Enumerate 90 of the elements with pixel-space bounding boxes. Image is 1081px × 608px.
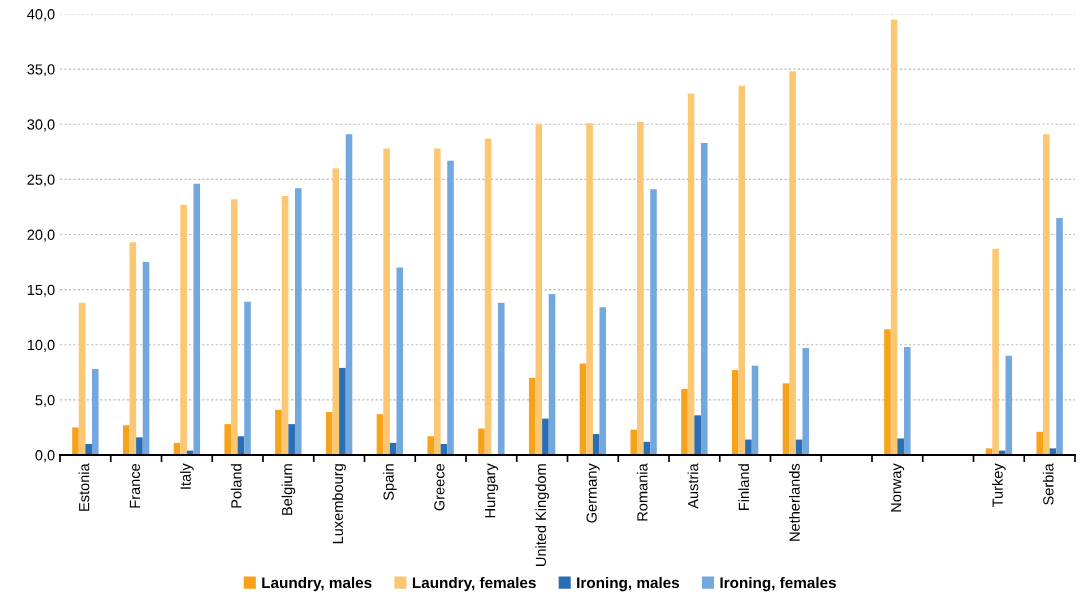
bar — [129, 242, 137, 455]
y-tick-label: 5,0 — [35, 394, 55, 408]
y-tick-label: 35,0 — [27, 64, 55, 77]
x-tick-label: Greece — [434, 463, 445, 511]
bar — [91, 369, 99, 455]
x-tick-label: France — [129, 463, 141, 508]
bar — [751, 365, 759, 455]
legend-label: Ironing, females — [720, 576, 836, 592]
x-tick-label: Germany — [586, 463, 600, 523]
bar — [345, 134, 353, 455]
bar — [275, 409, 282, 455]
bar — [700, 142, 708, 455]
bar — [85, 443, 92, 455]
bar — [884, 329, 891, 455]
bar — [802, 348, 810, 455]
bar — [1005, 355, 1013, 455]
bar — [383, 148, 390, 455]
bar — [694, 415, 701, 455]
bar — [782, 383, 790, 455]
bar — [1043, 134, 1050, 455]
bar — [484, 138, 492, 455]
bar — [78, 302, 86, 455]
bar — [903, 346, 911, 455]
bar — [548, 294, 556, 455]
x-tick-label: Netherlands — [789, 463, 800, 541]
bar — [122, 425, 130, 455]
bar — [193, 183, 201, 455]
y-tick-label: 20,0 — [27, 229, 55, 242]
bar — [579, 363, 587, 455]
legend-label: Ironing, males — [577, 576, 680, 592]
bar — [890, 19, 898, 455]
x-tick-label: Finland — [738, 464, 750, 510]
bar — [142, 262, 150, 455]
bar — [897, 438, 904, 455]
bar — [244, 301, 251, 455]
y-tick-label: 40,0 — [27, 9, 55, 22]
bar — [427, 436, 435, 455]
legend-label: Laundry, females — [412, 576, 536, 592]
y-tick-label: 25,0 — [27, 174, 55, 187]
x-tick-label: Belgium — [281, 464, 296, 515]
bar — [339, 367, 346, 455]
bar — [136, 437, 143, 455]
bar — [294, 188, 302, 455]
x-tick-label: Poland — [230, 464, 242, 508]
bar — [650, 189, 657, 455]
bar — [180, 204, 187, 455]
bar — [231, 199, 238, 455]
bar — [478, 428, 485, 455]
bar — [288, 424, 295, 455]
bar — [542, 418, 549, 455]
x-tick-label: Romania — [636, 463, 648, 521]
x-tick-label: Austria — [687, 463, 699, 509]
bar — [396, 267, 404, 455]
bar — [789, 71, 796, 455]
bar — [497, 302, 505, 455]
legend-label: Laundry, males — [262, 576, 372, 592]
x-tick-label: Spain — [383, 464, 397, 500]
bar — [731, 370, 739, 455]
bar — [434, 148, 441, 455]
x-tick-label: Turkey — [992, 463, 1006, 508]
x-tick-label: Estonia — [78, 463, 90, 511]
x-tick-label: Norway — [891, 463, 905, 512]
x-tick-label: Italy — [180, 463, 194, 489]
y-tick-label: 0,0 — [35, 450, 55, 463]
bar — [687, 93, 695, 455]
bar — [681, 388, 688, 455]
bar — [535, 124, 543, 455]
bar — [447, 160, 454, 455]
x-tick-label: Luxembourg — [332, 464, 346, 544]
bar — [281, 195, 289, 455]
y-tick-label: 15,0 — [27, 284, 55, 297]
bar — [637, 122, 644, 455]
bar — [738, 85, 746, 455]
bar — [745, 439, 752, 455]
bar — [630, 429, 638, 455]
bar — [1056, 217, 1063, 455]
x-tick-label: Hungary — [485, 463, 499, 518]
y-tick-label: 10,0 — [27, 339, 55, 352]
y-tick-label: 30,0 — [27, 119, 55, 132]
bar — [72, 427, 79, 455]
x-tick-label: Serbia — [1042, 463, 1054, 505]
bar — [992, 248, 999, 455]
bar — [528, 377, 536, 455]
bar — [599, 307, 607, 455]
bar — [1036, 431, 1044, 455]
bar — [332, 168, 340, 455]
bar — [224, 424, 232, 455]
bar — [325, 412, 333, 455]
bar — [586, 123, 593, 455]
x-tick-label: United Kingdom — [535, 464, 549, 566]
